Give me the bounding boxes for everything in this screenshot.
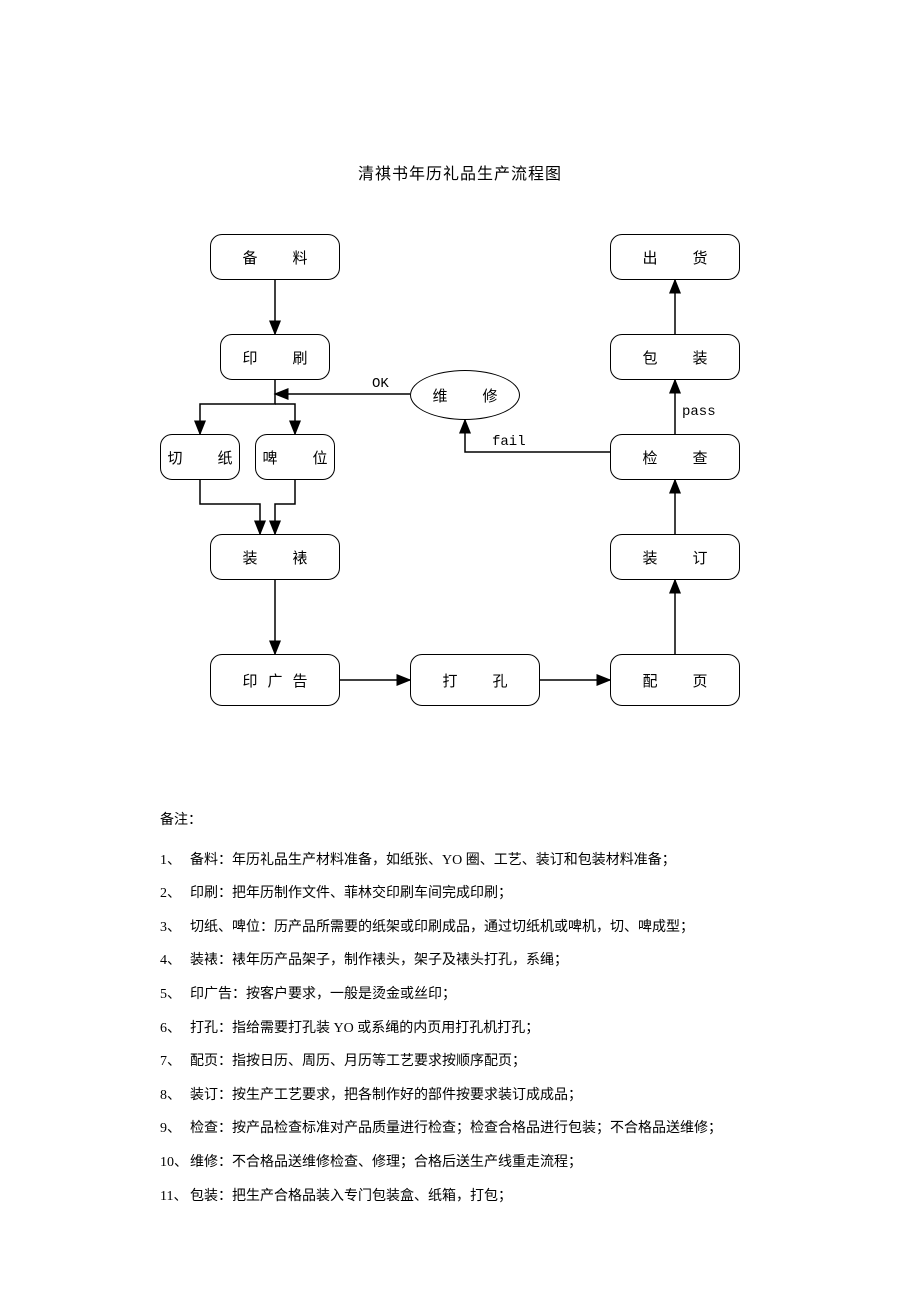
note-item: 9、检查：按产品检查标准对产品质量进行检查；检查合格品进行包装；不合格品送维修；	[160, 1112, 760, 1146]
note-item: 5、印广告：按客户要求，一般是烫金或丝印；	[160, 978, 760, 1012]
document-page: 清祺书年历礼品生产流程图 备 料印 刷切 纸啤 位装 裱印广告 打 孔 配 页 装 订…	[0, 0, 920, 1273]
note-number: 11、	[160, 1180, 190, 1214]
notes-section: 备注： 1、备料：年历礼品生产材料准备，如纸张、YO 圈、工艺、装订和包装材料准…	[160, 804, 760, 1213]
note-item: 4、装裱：裱年历产品架子，制作裱头，架子及裱头打孔，系绳；	[160, 944, 760, 978]
note-number: 10、	[160, 1146, 190, 1180]
flowchart-node-n10: 检 查	[610, 434, 740, 480]
flowchart-node-n4: 啤 位	[255, 434, 335, 480]
note-number: 3、	[160, 911, 190, 945]
note-text: 配页：指按日历、周历、月历等工艺要求按顺序配页；	[190, 1045, 760, 1079]
flowchart-edge-2	[275, 404, 295, 434]
note-item: 2、印刷：把年历制作文件、菲林交印刷车间完成印刷；	[160, 877, 760, 911]
page-title: 清祺书年历礼品生产流程图	[160, 160, 760, 184]
note-item: 3、切纸、啤位：历产品所需要的纸架或印刷成品，通过切纸机或啤机，切、啤成型；	[160, 911, 760, 945]
flowchart-node-n5: 装 裱	[210, 534, 340, 580]
flowchart-edge-10	[465, 420, 610, 452]
flowchart-node-n6: 印广告	[210, 654, 340, 706]
flowchart-node-n13: 出 货	[610, 234, 740, 280]
flowchart-node-n11: 维 修	[410, 370, 520, 420]
flowchart-edge-3	[200, 480, 260, 534]
flowchart-node-n9: 装 订	[610, 534, 740, 580]
note-number: 8、	[160, 1079, 190, 1113]
flowchart-node-n8: 配 页	[610, 654, 740, 706]
note-text: 印广告：按客户要求，一般是烫金或丝印；	[190, 978, 760, 1012]
flowchart-node-n12: 包 装	[610, 334, 740, 380]
note-text: 打孔：指给需要打孔装 YO 或系绳的内页用打孔机打孔；	[190, 1012, 760, 1046]
note-number: 6、	[160, 1012, 190, 1046]
note-number: 9、	[160, 1112, 190, 1146]
notes-heading: 备注：	[160, 804, 760, 838]
note-text: 检查：按产品检查标准对产品质量进行检查；检查合格品进行包装；不合格品送维修；	[190, 1112, 760, 1146]
note-number: 4、	[160, 944, 190, 978]
note-item: 6、打孔：指给需要打孔装 YO 或系绳的内页用打孔机打孔；	[160, 1012, 760, 1046]
flowchart-diagram: 备 料印 刷切 纸啤 位装 裱印广告打 孔配 页装 订检 查维 修包 装出 货 …	[160, 234, 760, 754]
flowchart-edge-label-12: pass	[680, 404, 718, 420]
flowchart-edge-label-11: OK	[370, 376, 391, 392]
note-number: 5、	[160, 978, 190, 1012]
flowchart-node-n1: 备 料	[210, 234, 340, 280]
note-text: 装裱：裱年历产品架子，制作裱头，架子及裱头打孔，系绳；	[190, 944, 760, 978]
notes-list: 1、备料：年历礼品生产材料准备，如纸张、YO 圈、工艺、装订和包装材料准备；2、…	[160, 844, 760, 1214]
note-number: 1、	[160, 844, 190, 878]
flowchart-edge-1	[200, 380, 275, 434]
note-text: 切纸、啤位：历产品所需要的纸架或印刷成品，通过切纸机或啤机，切、啤成型；	[190, 911, 760, 945]
note-item: 11、包装：把生产合格品装入专门包装盒、纸箱，打包；	[160, 1180, 760, 1214]
flowchart-edge-4	[275, 480, 295, 534]
note-item: 10、维修：不合格品送维修检查、修理；合格后送生产线重走流程；	[160, 1146, 760, 1180]
note-item: 7、配页：指按日历、周历、月历等工艺要求按顺序配页；	[160, 1045, 760, 1079]
note-text: 装订：按生产工艺要求，把各制作好的部件按要求装订成成品；	[190, 1079, 760, 1113]
note-item: 8、装订：按生产工艺要求，把各制作好的部件按要求装订成成品；	[160, 1079, 760, 1113]
flowchart-node-n3: 切 纸	[160, 434, 240, 480]
note-text: 包装：把生产合格品装入专门包装盒、纸箱，打包；	[190, 1180, 760, 1214]
flowchart-edge-label-10: fail	[490, 434, 528, 450]
note-item: 1、备料：年历礼品生产材料准备，如纸张、YO 圈、工艺、装订和包装材料准备；	[160, 844, 760, 878]
note-text: 印刷：把年历制作文件、菲林交印刷车间完成印刷；	[190, 877, 760, 911]
note-number: 7、	[160, 1045, 190, 1079]
note-text: 维修：不合格品送维修检查、修理；合格后送生产线重走流程；	[190, 1146, 760, 1180]
flowchart-node-n7: 打 孔	[410, 654, 540, 706]
flowchart-node-n2: 印 刷	[220, 334, 330, 380]
note-text: 备料：年历礼品生产材料准备，如纸张、YO 圈、工艺、装订和包装材料准备；	[190, 844, 760, 878]
note-number: 2、	[160, 877, 190, 911]
